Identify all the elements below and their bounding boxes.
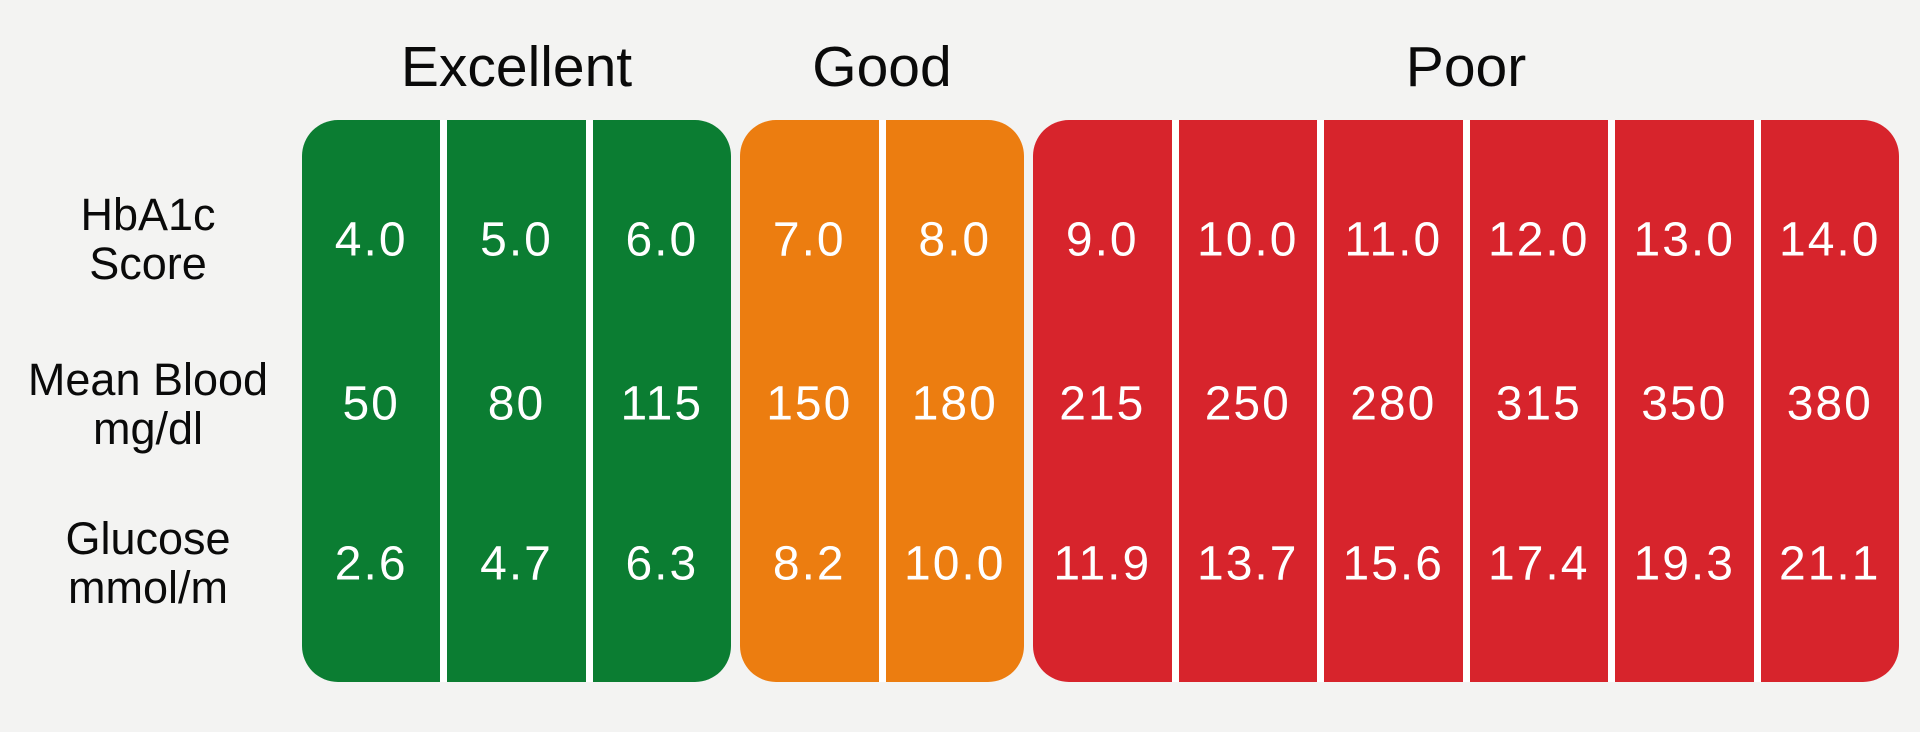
- group-title-poor: Poor: [1405, 35, 1527, 99]
- value-hba1c: 9.0: [1065, 213, 1139, 267]
- value-mean-blood: 50: [342, 377, 400, 431]
- data-column: 5.0 80 4.7: [447, 120, 586, 682]
- value-hba1c: 12.0: [1488, 213, 1590, 267]
- value-glucose: 19.3: [1633, 537, 1735, 591]
- data-column: 6.0 115 6.3: [592, 120, 731, 682]
- value-mean-blood: 380: [1786, 377, 1873, 431]
- data-column: 9.0 215 11.9: [1033, 120, 1172, 682]
- row-label-line: Glucose: [65, 513, 231, 564]
- group-excellent: 4.0 50 2.6 5.0 80 4.7 6.0 115 6.3: [302, 120, 731, 682]
- data-column: 7.0 150 8.2: [740, 120, 879, 682]
- data-column: 13.0 350 19.3: [1615, 120, 1754, 682]
- row-label-glucose: Glucose mmol/m: [0, 514, 296, 612]
- data-column: 11.0 280 15.6: [1324, 120, 1463, 682]
- value-hba1c: 10.0: [1197, 213, 1299, 267]
- data-column: 10.0 250 13.7: [1178, 120, 1317, 682]
- value-mean-blood: 115: [620, 377, 704, 431]
- value-glucose: 2.6: [334, 537, 408, 591]
- value-glucose: 15.6: [1342, 537, 1444, 591]
- row-label-line: mg/dl: [92, 403, 204, 454]
- row-label-line: HbA1c: [80, 189, 216, 240]
- data-column: 4.0 50 2.6: [302, 120, 441, 682]
- value-hba1c: 6.0: [625, 213, 699, 267]
- data-column: 8.0 180 10.0: [885, 120, 1024, 682]
- value-mean-blood: 350: [1641, 377, 1728, 431]
- value-mean-blood: 80: [487, 377, 546, 431]
- data-column: 12.0 315 17.4: [1469, 120, 1608, 682]
- value-hba1c: 5.0: [480, 213, 553, 267]
- row-label-mean-blood: Mean Blood mg/dl: [0, 355, 296, 453]
- value-hba1c: 13.0: [1633, 213, 1735, 267]
- value-hba1c: 4.0: [334, 213, 408, 267]
- value-mean-blood: 250: [1204, 377, 1291, 431]
- row-label-hba1c-score: HbA1c Score: [0, 190, 296, 288]
- value-glucose: 11.9: [1053, 537, 1152, 591]
- value-hba1c: 11.0: [1344, 213, 1443, 267]
- group-poor: 9.0 215 11.9 10.0 250 13.7 11.0 280 15.6 12.0 315 1…: [1033, 120, 1899, 682]
- value-glucose: 17.4: [1488, 537, 1590, 591]
- value-mean-blood: 215: [1059, 377, 1146, 431]
- row-label-line: Mean Blood: [27, 354, 269, 405]
- value-glucose: 10.0: [904, 537, 1006, 591]
- value-glucose: 13.7: [1197, 537, 1299, 591]
- group-good: 7.0 150 8.2 8.0 180 10.0: [740, 120, 1024, 682]
- value-glucose: 21.1: [1779, 537, 1881, 591]
- value-glucose: 6.3: [625, 537, 699, 591]
- group-title-good: Good: [812, 35, 952, 99]
- value-mean-blood: 150: [766, 377, 853, 431]
- row-label-line: mmol/m: [68, 562, 228, 613]
- value-mean-blood: 280: [1350, 377, 1437, 431]
- value-mean-blood: 315: [1495, 377, 1582, 431]
- value-glucose: 4.7: [480, 537, 553, 591]
- value-hba1c: 7.0: [772, 213, 846, 267]
- group-title-excellent: Excellent: [400, 35, 633, 99]
- row-label-line: Score: [89, 238, 207, 289]
- value-hba1c: 14.0: [1779, 213, 1881, 267]
- value-hba1c: 8.0: [918, 213, 992, 267]
- value-mean-blood: 180: [911, 377, 998, 431]
- value-glucose: 8.2: [772, 537, 846, 591]
- data-column: 14.0 380 21.1: [1760, 120, 1899, 682]
